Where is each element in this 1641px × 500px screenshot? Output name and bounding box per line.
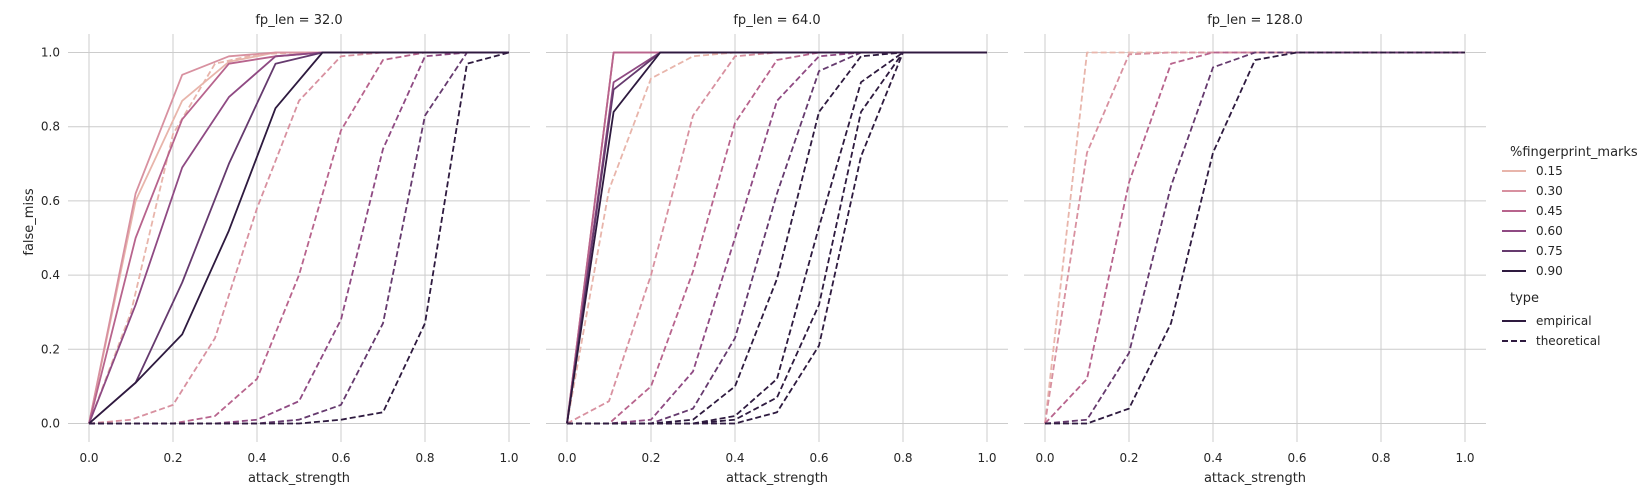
panel-2: 0.0 0.2 0.4 0.6 0.8 1.0 fp_len = 64.0 attack_st…: [546, 13, 1008, 486]
series-line-theoretical-0_90: [1045, 51, 1465, 425]
series-line-theoretical-0_75: [89, 51, 509, 425]
series-line-empirical-0_45: [88, 51, 509, 424]
legend-label: 0.30: [1536, 184, 1563, 198]
series-line-empirical-0_90: [88, 51, 509, 425]
y-tick-label: 0.6: [41, 194, 60, 208]
y-tick-label: 0.0: [41, 416, 60, 430]
legend-label: 0.60: [1536, 224, 1563, 238]
panel-3: 0.0 0.2 0.4 0.6 0.8 1.0 fp_len = 128.0 attack_s…: [1024, 13, 1486, 486]
legend-style-title: type: [1510, 291, 1539, 306]
x-tick-label: 0.6: [1287, 451, 1306, 465]
panel-title: fp_len = 128.0: [1207, 13, 1303, 28]
series-line-theoretical-0_90: [567, 51, 987, 425]
x-tick-label: 1.0: [977, 451, 996, 465]
x-tick-label: 0.2: [641, 451, 660, 465]
x-tick-label: 1.0: [499, 451, 518, 465]
series-line-empirical-0_60: [88, 51, 509, 424]
legend-label: 0.75: [1536, 244, 1563, 258]
x-tick-label: 0.2: [163, 451, 182, 465]
x-tick-label: 0.0: [1035, 451, 1054, 465]
series-line-empirical-0_15: [88, 51, 509, 424]
legend-style-entries: empirical theoretical: [1502, 314, 1600, 348]
series-line-theoretical-0_60: [89, 51, 509, 425]
legend-label: empirical: [1536, 314, 1592, 328]
x-tick-label: 0.4: [1203, 451, 1222, 465]
legend-label: theoretical: [1536, 334, 1600, 348]
series-line-theoretical-0_30: [88, 51, 509, 425]
series-line-theoretical-0_15: [88, 51, 509, 424]
series-line-theoretical-0_90: [567, 51, 987, 425]
y-tick-label: 0.2: [41, 342, 60, 356]
panel-title: fp_len = 32.0: [255, 13, 342, 28]
series-line-theoretical-0_90: [567, 51, 987, 425]
series-line-empirical-0_30: [566, 51, 987, 424]
series-line-empirical-0_75: [566, 51, 987, 424]
series-line-theoretical-0_45: [89, 51, 509, 425]
x-tick-label: 0.8: [1371, 451, 1390, 465]
x-tick-label: 0.6: [331, 451, 350, 465]
series-line-theoretical-0_15: [566, 51, 987, 424]
legend-hue-entries: 0.15 0.30 0.45 0.60 0.75 0.90: [1502, 164, 1563, 278]
x-tick-label: 0.4: [247, 451, 266, 465]
x-tick-label: 0.4: [725, 451, 744, 465]
series-line-theoretical-0_45: [1044, 51, 1465, 425]
chart-panels: 0.0 0.2 0.4 0.6 0.8 1.0 0.0 0.2 0.4 0.6 0.8 1.0 fp_l…: [41, 13, 1486, 486]
series-line-theoretical-0_90: [89, 51, 510, 425]
legend-label: 0.90: [1536, 264, 1563, 278]
y-tick-label: 0.8: [41, 120, 60, 134]
x-axis-label: attack_strength: [726, 471, 828, 486]
x-tick-label: 0.2: [1119, 451, 1138, 465]
series-line-theoretical-0_45: [567, 51, 987, 425]
series-line-empirical-0_75: [88, 51, 509, 425]
series-line-theoretical-0_90: [567, 51, 987, 425]
y-tick-label: 1.0: [41, 46, 60, 60]
y-tick-label: 0.4: [41, 268, 60, 282]
series-line-empirical-0_15: [566, 51, 987, 424]
y-axis-label: false_miss: [22, 188, 37, 255]
legend-label: 0.45: [1536, 204, 1563, 218]
series-line-empirical-0_60: [566, 51, 987, 424]
panel-title: fp_len = 64.0: [733, 13, 820, 28]
series-line-theoretical-0_15: [1044, 51, 1465, 424]
legend-label: 0.15: [1536, 164, 1563, 178]
legend: %fingerprint_marks 0.150.300.450.600.750…: [1502, 145, 1638, 348]
x-tick-label: 0.8: [415, 451, 434, 465]
x-tick-label: 1.0: [1455, 451, 1474, 465]
x-tick-label: 0.8: [893, 451, 912, 465]
series-line-theoretical-0_60: [567, 51, 987, 425]
series-line-empirical-0_45: [566, 51, 987, 424]
x-tick-label: 0.6: [809, 451, 828, 465]
series-line-empirical-0_90: [566, 51, 987, 424]
x-tick-label: 0.0: [557, 451, 576, 465]
series-line-empirical-0_30: [88, 51, 509, 424]
series-line-theoretical-0_30: [1044, 51, 1465, 424]
x-axis-label: attack_strength: [248, 471, 350, 486]
series-line-theoretical-0_75: [567, 51, 987, 425]
legend-hue-title: %fingerprint_marks: [1510, 145, 1638, 160]
series-line-theoretical-0_30: [566, 51, 987, 425]
series-line-theoretical-0_75: [1044, 51, 1465, 425]
x-tick-label: 0.0: [79, 451, 98, 465]
panel-1: 0.0 0.2 0.4 0.6 0.8 1.0 0.0 0.2 0.4 0.6 0.8 1.0 fp_l…: [41, 13, 530, 486]
x-axis-label: attack_strength: [1204, 471, 1306, 486]
